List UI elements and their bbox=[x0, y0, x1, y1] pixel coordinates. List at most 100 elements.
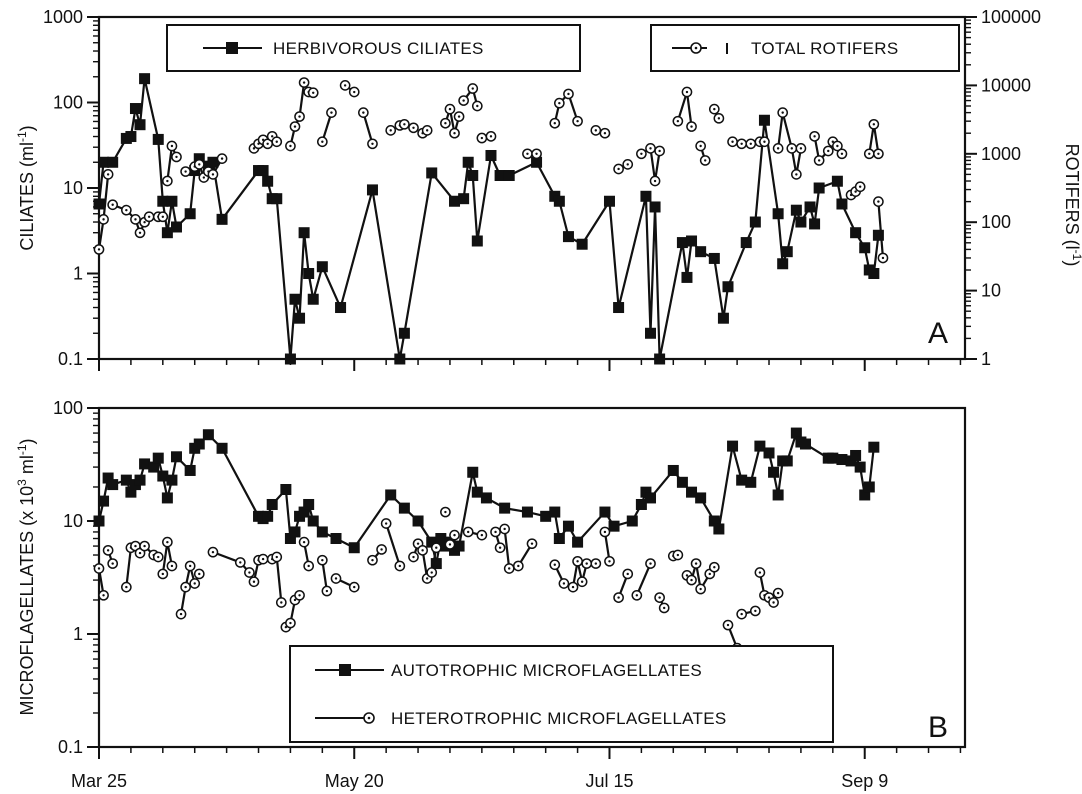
data-point-center bbox=[754, 609, 757, 613]
data-point bbox=[499, 502, 511, 514]
data-point-center bbox=[184, 585, 187, 589]
data-point bbox=[125, 131, 137, 143]
data-point-center bbox=[412, 555, 415, 559]
data-point bbox=[836, 454, 848, 466]
data-point-center bbox=[877, 200, 880, 203]
series-line bbox=[444, 108, 461, 135]
data-point bbox=[284, 533, 296, 545]
data-point-center bbox=[608, 560, 611, 563]
data-point-center bbox=[690, 125, 693, 128]
data-point-center bbox=[106, 173, 110, 176]
data-point bbox=[216, 442, 228, 454]
data-point bbox=[740, 237, 752, 249]
data-point-center bbox=[211, 173, 215, 176]
data-point-center bbox=[143, 544, 146, 548]
data-point bbox=[139, 73, 151, 85]
data-point bbox=[686, 486, 698, 498]
data-point bbox=[763, 447, 775, 459]
data-point bbox=[129, 103, 141, 115]
data-point bbox=[148, 461, 160, 473]
x-tick-label: May 20 bbox=[325, 771, 384, 791]
data-point bbox=[207, 156, 219, 168]
data-point-center bbox=[111, 203, 114, 206]
data-point bbox=[603, 195, 615, 207]
data-point bbox=[139, 458, 151, 470]
data-point-center bbox=[781, 111, 784, 114]
data-point-center bbox=[462, 99, 465, 102]
data-point-center bbox=[353, 90, 356, 94]
data-point-center bbox=[567, 92, 570, 96]
data-point bbox=[804, 201, 816, 213]
data-point-center bbox=[776, 147, 780, 150]
data-point bbox=[398, 327, 410, 339]
data-point-center bbox=[799, 147, 803, 150]
data-point bbox=[170, 451, 182, 463]
data-point bbox=[676, 237, 688, 249]
data-point bbox=[745, 476, 757, 488]
data-point-center bbox=[380, 548, 383, 551]
data-point bbox=[335, 302, 347, 314]
data-point-center bbox=[690, 578, 693, 582]
data-point-center bbox=[717, 117, 721, 120]
data-point-center bbox=[676, 119, 680, 123]
y-tick-label: 10 bbox=[63, 178, 83, 198]
data-point-center bbox=[594, 129, 598, 132]
data-point-center bbox=[166, 540, 169, 544]
data-point-center bbox=[170, 564, 174, 568]
data-point bbox=[426, 167, 438, 179]
data-point-center bbox=[526, 152, 529, 155]
data-point-center bbox=[553, 563, 556, 566]
data-point-center bbox=[193, 582, 196, 585]
data-point bbox=[831, 175, 843, 187]
data-point-center bbox=[220, 157, 224, 160]
data-point-center bbox=[293, 598, 297, 602]
y-tick-label: 100 bbox=[53, 398, 83, 418]
data-point-center bbox=[252, 580, 256, 583]
data-point bbox=[768, 466, 780, 478]
data-point-center bbox=[868, 152, 871, 155]
data-point-center bbox=[161, 215, 165, 218]
data-point bbox=[161, 492, 173, 504]
data-point-center bbox=[425, 129, 429, 132]
panel-b-frame bbox=[97, 406, 967, 749]
data-point-center bbox=[576, 119, 579, 123]
data-point-center bbox=[494, 530, 497, 534]
y-tick-label-right: 100 bbox=[981, 212, 1011, 232]
data-point-center bbox=[585, 562, 588, 565]
data-point-center bbox=[676, 553, 680, 557]
data-point bbox=[298, 227, 310, 239]
data-point bbox=[294, 312, 306, 324]
data-point-center bbox=[371, 142, 374, 146]
data-point bbox=[562, 520, 574, 532]
data-point-center bbox=[425, 577, 429, 580]
data-point bbox=[850, 227, 862, 239]
data-point-center bbox=[271, 135, 274, 138]
y-tick-label-right: 10 bbox=[981, 281, 1001, 301]
y-tick-label: 0.1 bbox=[58, 737, 83, 757]
panel-a-ticks: 0.1 1 10 100 1000 1 10 100 1000 10000 100000 bbox=[43, 7, 1041, 371]
data-point bbox=[608, 520, 620, 532]
data-point bbox=[649, 201, 661, 213]
data-point bbox=[549, 506, 561, 518]
data-point-center bbox=[840, 152, 844, 155]
data-point bbox=[708, 252, 720, 264]
data-point bbox=[426, 536, 438, 548]
data-point-center bbox=[658, 596, 661, 599]
data-point-center bbox=[530, 542, 534, 545]
data-point bbox=[503, 170, 515, 182]
data-point bbox=[654, 353, 666, 365]
data-point-center bbox=[211, 550, 215, 554]
data-point-center bbox=[662, 606, 666, 610]
data-point bbox=[754, 440, 766, 452]
data-point bbox=[284, 353, 296, 365]
data-point bbox=[98, 156, 110, 168]
data-point bbox=[717, 312, 729, 324]
panel-b-plot: Mar 25 May 20 Jul 15 Sep 9 0.1 1 10 100 bbox=[53, 398, 962, 791]
data-point bbox=[453, 540, 465, 552]
data-point-center bbox=[138, 551, 142, 555]
data-point-center bbox=[448, 107, 452, 111]
data-point-center bbox=[653, 179, 657, 183]
data-point bbox=[280, 484, 292, 496]
data-point-center bbox=[175, 155, 178, 159]
data-point bbox=[540, 510, 552, 522]
